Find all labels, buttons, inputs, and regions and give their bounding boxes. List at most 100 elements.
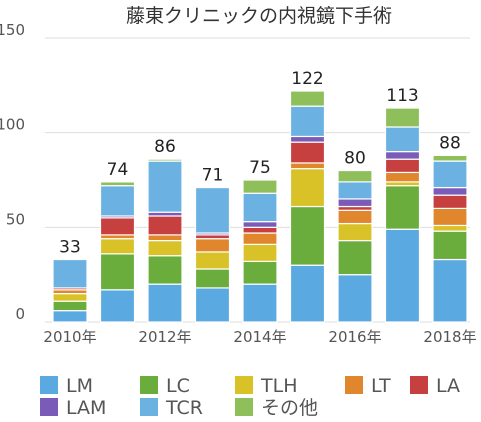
bar-segment: [99, 289, 136, 323]
y-tick-label: 100: [0, 116, 25, 134]
bar-total-label: 88: [439, 133, 461, 153]
legend-swatch: [40, 376, 58, 394]
bar-segment: [242, 192, 278, 223]
bar-segment: [194, 287, 231, 323]
legend-swatch: [235, 376, 253, 394]
chart-title: 藤東クリニックの内視鏡下手術: [126, 5, 392, 27]
bar-segment: [147, 215, 183, 236]
legend-swatch: [410, 376, 428, 394]
bar-segment: [52, 258, 88, 289]
x-axis-ticks: 2010年 2012年 2014年 2016年 2018年: [43, 328, 476, 346]
bar-segment: [432, 230, 468, 261]
bar-segment: [432, 207, 468, 227]
bar-segment: [242, 283, 278, 323]
legend-item: TCR: [140, 397, 203, 419]
bar-segment: [99, 253, 136, 291]
bar-segment: [194, 238, 231, 253]
bar-segment: [337, 198, 373, 208]
bar-segment: [99, 238, 136, 255]
legend-item: LAM: [40, 397, 106, 419]
x-tick-label: 2012年: [138, 328, 191, 346]
bar-segment: [289, 264, 326, 323]
legend-swatch: [140, 398, 158, 416]
bars: [52, 90, 468, 323]
bar-segment: [147, 160, 183, 213]
legend-item: LT: [345, 375, 391, 397]
bar-segment: [289, 90, 326, 107]
bar-segment: [384, 228, 421, 323]
legend-label: TLH: [260, 375, 297, 397]
bar-segment: [52, 300, 88, 312]
bar-segment: [99, 217, 136, 236]
legend-item: LC: [140, 375, 190, 397]
legend-label: LA: [436, 375, 460, 397]
bar-segment: [337, 239, 373, 276]
bar-segment: [432, 258, 468, 323]
bar-segment: [242, 260, 278, 285]
y-tick-label: 50: [6, 210, 25, 228]
legend-swatch: [345, 376, 363, 394]
bar-segment: [432, 224, 468, 232]
legend-label: LM: [66, 375, 93, 397]
legend-swatch: [235, 398, 253, 416]
bar-segment: [147, 158, 183, 162]
bar-segment: [289, 168, 326, 208]
bar-segment: [242, 243, 278, 263]
bar-segment: [289, 205, 326, 266]
bar-segment: [432, 160, 468, 189]
bar-segment: [337, 169, 373, 183]
x-tick-label: 2016年: [328, 328, 381, 346]
bar-total-label: 86: [154, 137, 176, 157]
bar-segment: [384, 151, 421, 160]
legend-swatch: [140, 376, 158, 394]
x-tick-label: 2018年: [423, 328, 476, 346]
legend-item: LA: [410, 375, 460, 397]
bar-segment: [242, 221, 278, 228]
bar-segment: [384, 185, 421, 230]
bar-segment: [289, 162, 326, 170]
bar-total-label: 74: [107, 160, 129, 180]
bar-segment: [432, 154, 468, 162]
bar-segment: [432, 186, 468, 196]
bar-segment: [337, 181, 373, 200]
x-tick-label: 2014年: [233, 328, 286, 346]
bar-segment: [194, 186, 231, 234]
legend-item: TLH: [235, 375, 297, 397]
bar-segment: [242, 232, 278, 245]
bar-segment: [337, 274, 373, 323]
bar-total-label: 80: [344, 149, 366, 169]
bar-segment: [384, 171, 421, 183]
legend-label: LC: [166, 375, 190, 397]
bar-segment: [52, 293, 88, 302]
legend: LM LC TLH LT LA LAM TCR その他: [40, 375, 460, 419]
bar-total-label: 113: [386, 86, 418, 106]
bar-segment: [384, 158, 421, 174]
bar-segment: [289, 105, 326, 138]
bar-total-label: 75: [249, 158, 271, 178]
bar-total-label: 71: [202, 166, 224, 186]
bar-segment: [99, 185, 136, 217]
bar-segment: [147, 255, 183, 285]
bar-segment: [337, 209, 373, 225]
y-tick-label: 0: [15, 305, 25, 323]
bar-segment: [147, 283, 183, 323]
bar-segment: [194, 268, 231, 289]
legend-label: LT: [371, 375, 391, 397]
bar-segment: [99, 181, 136, 187]
bar-segment: [52, 310, 88, 323]
bar-segment: [432, 194, 468, 210]
bar-segment: [384, 107, 421, 128]
legend-item: LM: [40, 375, 93, 397]
bar-total-label: 122: [291, 69, 323, 89]
y-axis-ticks: 0 50 100 150: [0, 21, 25, 323]
bar-segment: [289, 135, 326, 143]
legend-label: LAM: [66, 397, 106, 419]
bar-segment: [289, 141, 326, 164]
x-tick-label: 2010年: [43, 328, 96, 346]
bar-segment: [337, 222, 373, 242]
legend-item: その他: [235, 397, 318, 419]
bar-segment: [147, 239, 183, 257]
legend-label: その他: [261, 397, 318, 419]
legend-swatch: [40, 398, 58, 416]
